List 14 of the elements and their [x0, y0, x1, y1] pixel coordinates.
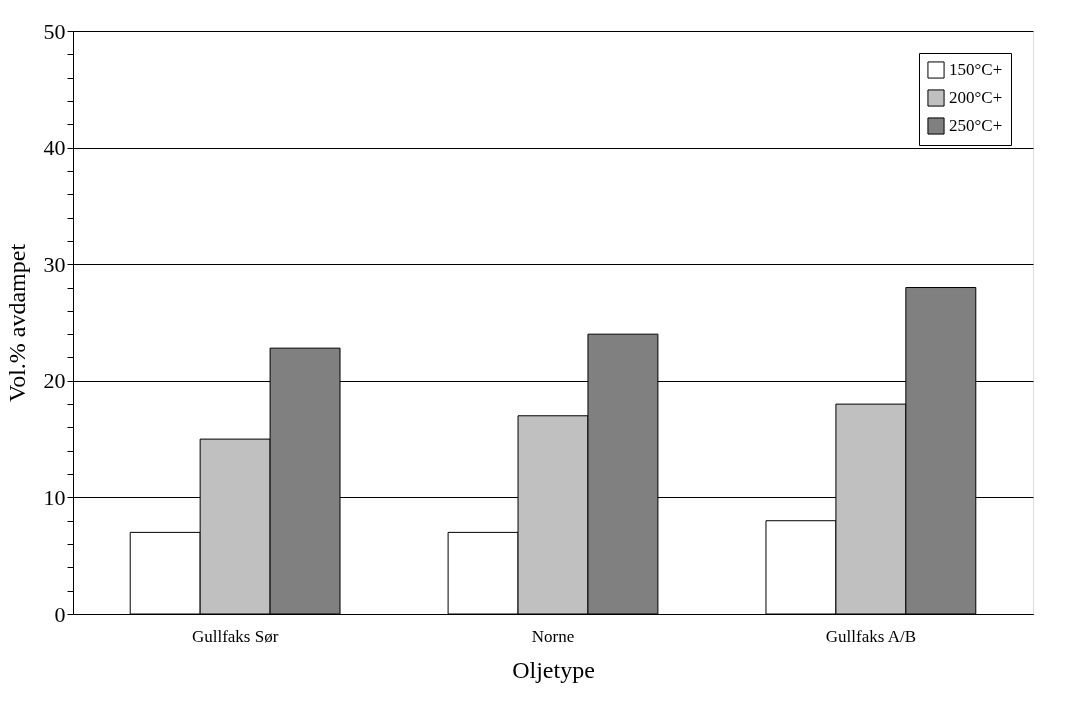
x-tick-label: Norne	[531, 626, 575, 646]
legend-label: 250°C+	[949, 116, 1003, 135]
y-tick-label: 30	[43, 251, 66, 277]
y-tick-label: 10	[43, 484, 66, 510]
y-axis-title: Vol.% avdampet	[3, 243, 30, 403]
x-tick-label: Gullfaks Sør	[191, 626, 279, 646]
legend-label: 200°C+	[949, 88, 1003, 107]
y-tick-label: 40	[43, 135, 66, 161]
legend-label: 150°C+	[949, 60, 1003, 79]
y-tick-label: 0	[54, 601, 66, 627]
x-axis-title: Oljetype	[512, 656, 595, 683]
y-tick-label: 50	[43, 18, 66, 44]
y-tick-label: 20	[43, 368, 66, 394]
x-tick-label: Gullfaks A/B	[825, 626, 916, 646]
